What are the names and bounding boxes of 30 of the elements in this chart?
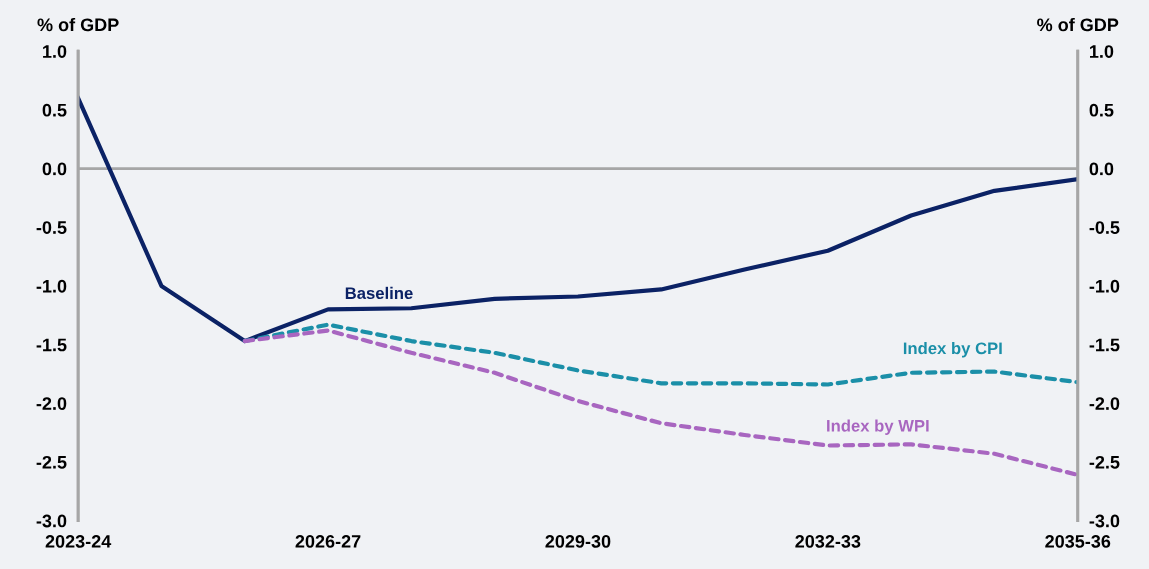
y2-axis-title: % of GDP <box>1037 17 1119 32</box>
y2-tick-label: -3.0 <box>1089 514 1120 528</box>
x-tick-label: 2035-36 <box>1045 535 1111 548</box>
x-tick-label: 2023-24 <box>45 535 112 548</box>
y2-tick-label: -1.0 <box>1089 279 1120 293</box>
y-tick-label: -3.0 <box>36 514 67 528</box>
y-axis-title: % of GDP <box>37 17 119 32</box>
x-tick-label: 2026-27 <box>295 535 361 548</box>
x-tick-label: 2032-33 <box>795 535 861 548</box>
y-tick-label: -0.5 <box>36 221 67 234</box>
x-tick-label: 2029-30 <box>545 535 611 548</box>
y2-tick-label: -1.5 <box>1089 338 1120 352</box>
y2-tick-label: 1.0 <box>1090 45 1114 58</box>
y2-tick-label: 0.0 <box>1089 162 1114 176</box>
line-series <box>78 96 1078 344</box>
y2-tick-label: -2.0 <box>1089 397 1120 410</box>
y-tick-label: 0.0 <box>42 162 67 176</box>
y-tick-label: -1.5 <box>36 338 67 352</box>
y-tick-label: -2.0 <box>36 397 67 410</box>
y-tick-label: 0.5 <box>42 103 67 117</box>
y2-tick-label: -2.5 <box>1089 455 1120 469</box>
y2-tick-label: -0.5 <box>1089 221 1120 234</box>
y2-tick-label: 0.5 <box>1089 103 1114 117</box>
line-series <box>242 328 1078 477</box>
series-label: Baseline <box>345 286 413 300</box>
y-tick-label: -2.5 <box>36 455 67 469</box>
series-label: Index by WPI <box>827 419 929 435</box>
y-tick-label: 1.0 <box>43 45 67 58</box>
y-tick-label: -1.0 <box>36 279 67 293</box>
series-label: Index by CPI <box>903 341 1002 358</box>
